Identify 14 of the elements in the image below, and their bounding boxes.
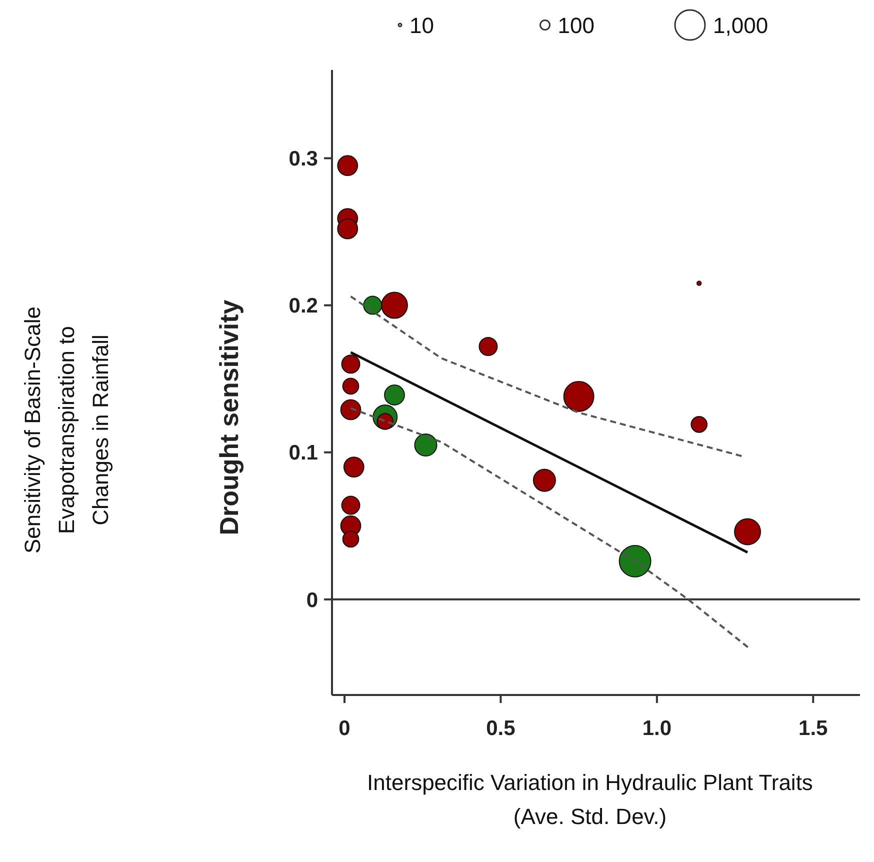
- legend-label: 1,000: [713, 13, 768, 38]
- text: Sensitivity of Basin-Scale Evapotranspiration to Changes in Rainfall: [20, 306, 113, 554]
- x-tick-label: 1.0: [642, 717, 672, 740]
- legend-label: 10: [410, 13, 434, 38]
- x-axis-title: Interspecific Variation in Hydraulic Plant Traits (Ave. Std. Dev.): [367, 770, 813, 829]
- y-tick-label: 0.2: [288, 294, 318, 318]
- x-tick-label: 0: [338, 717, 350, 740]
- y-tick-label: 0.3: [288, 148, 318, 171]
- y-tick-label: 0: [306, 588, 318, 612]
- y-tick-label: 0.1: [288, 442, 318, 465]
- x-tick-label: 1.5: [798, 717, 828, 740]
- x-tick-label: 0.5: [486, 717, 516, 740]
- legend-label: 100: [558, 13, 594, 38]
- y-axis-title: Drought sensitivity: [214, 299, 244, 536]
